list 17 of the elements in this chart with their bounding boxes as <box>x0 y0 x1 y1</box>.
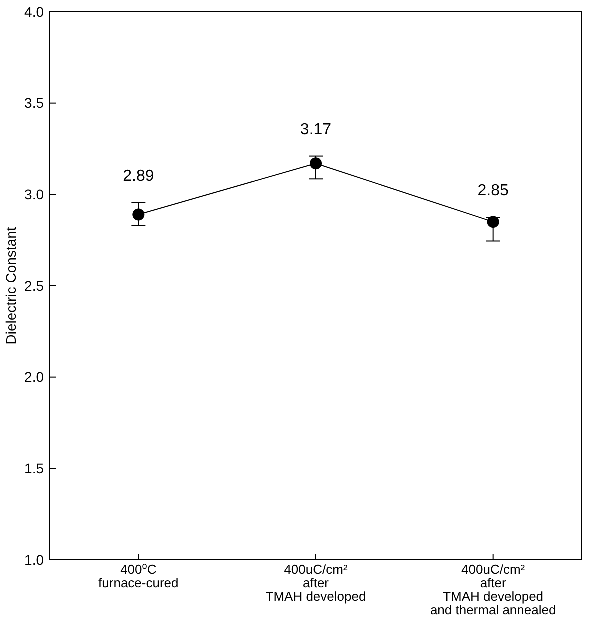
x-tick-label: 400$^{o}$C furnace-cured <box>98 561 179 590</box>
y-axis-title: Dielectric Constant <box>3 227 19 345</box>
y-tick-label: 1.0 <box>24 552 44 568</box>
y-tick-label: 2.0 <box>24 369 44 386</box>
data-label: 3.17 <box>300 121 332 138</box>
x-tick-label: 400uC/cm² after TMAH developed and thermal annealed <box>430 562 556 618</box>
data-label: 2.85 <box>478 182 510 200</box>
point <box>310 158 322 170</box>
data-label: 2.89 <box>123 168 154 185</box>
y-tick-label: 3.5 <box>24 95 44 112</box>
y-tick-label: 2.5 <box>24 278 44 294</box>
point <box>132 208 145 221</box>
y-tick-label: 3.0 <box>24 186 44 203</box>
x-tick-label: 400uC/cm² after TMAH developed <box>266 562 366 604</box>
point <box>487 216 500 228</box>
y-tick-label: 1.5 <box>24 460 44 477</box>
y-tick-label: 4.0 <box>24 4 44 20</box>
